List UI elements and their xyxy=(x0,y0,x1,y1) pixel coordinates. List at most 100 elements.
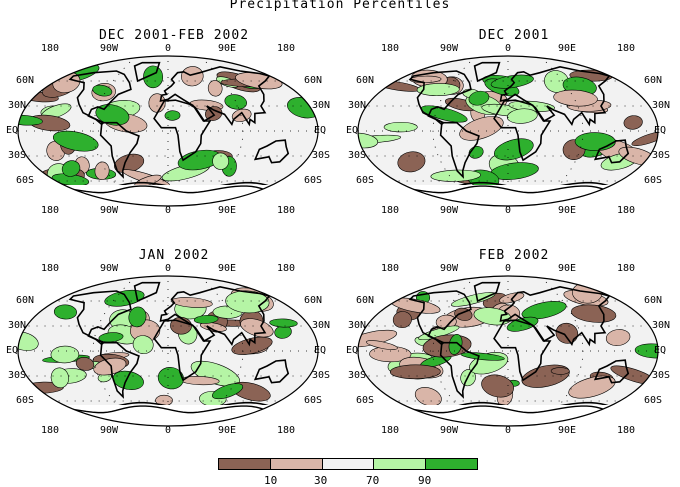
lat-label-right: 60S xyxy=(304,175,323,186)
lat-label-right: 60N xyxy=(304,295,323,306)
lon-label-bottom: 90W xyxy=(440,205,459,216)
lat-label-left: 60N xyxy=(16,295,35,306)
map-panel-djf: DEC 2001-FEB 2002 180 180 90W 90W 0 0 90E 90E 18… xyxy=(6,10,352,230)
panel-title: FEB 2002 xyxy=(478,248,550,263)
percentile-region xyxy=(571,304,617,323)
map-svg xyxy=(357,55,659,207)
percentile-region xyxy=(61,160,81,177)
lon-label-bottom: 180 xyxy=(617,425,636,436)
lon-label-bottom: 90W xyxy=(440,425,459,436)
panel-title: JAN 2002 xyxy=(138,248,210,263)
coastline xyxy=(473,61,501,83)
percentile-region xyxy=(98,332,124,343)
coastline xyxy=(439,341,480,399)
percentile-region xyxy=(623,115,643,130)
percentile-region xyxy=(550,367,570,375)
percentile-region xyxy=(132,335,154,355)
percentile-region xyxy=(459,116,504,141)
lat-label-right: 30N xyxy=(312,100,331,111)
percentile-region xyxy=(366,340,398,350)
lat-label-left: 60N xyxy=(356,295,375,306)
lat-label-right: 60N xyxy=(644,75,663,86)
lon-label-top: 180 xyxy=(41,43,60,54)
lat-label-right: 30S xyxy=(312,370,331,381)
lon-label-top: 90E xyxy=(218,263,237,274)
lon-label-bottom: 180 xyxy=(41,205,60,216)
percentile-region xyxy=(199,322,227,332)
percentile-region xyxy=(164,110,181,121)
legend-box-5 xyxy=(426,459,477,469)
coastline xyxy=(593,139,630,164)
legend-tick: 30 xyxy=(314,474,328,487)
lon-label-top: 0 xyxy=(165,263,172,274)
lat-label-left: 30N xyxy=(8,100,27,111)
lon-label-top: 180 xyxy=(381,263,400,274)
percentile-region xyxy=(75,356,95,371)
lat-label-right: 30N xyxy=(652,100,671,111)
map-panel-jan: JAN 2002 180 180 90W 90W 0 0 90E 90E 180 180 60N 60… xyxy=(6,230,352,450)
lon-label-bottom: 180 xyxy=(277,205,296,216)
lat-label-right: 30S xyxy=(652,370,671,381)
lat-label-left: 60S xyxy=(16,175,35,186)
percentile-region xyxy=(397,151,426,173)
percentile-region xyxy=(52,130,99,152)
lon-label-top: 0 xyxy=(505,263,512,274)
lon-label-bottom: 90E xyxy=(558,205,577,216)
coastline xyxy=(499,66,611,127)
lat-label-left: 30N xyxy=(348,100,367,111)
percentile-region xyxy=(605,329,631,346)
percentile-region xyxy=(392,311,412,329)
percentile-region xyxy=(568,375,616,399)
coastline xyxy=(99,341,140,399)
lat-label-right: EQ xyxy=(314,345,327,356)
lon-label-bottom: 0 xyxy=(505,425,512,436)
coastline xyxy=(133,281,161,303)
percentile-region xyxy=(430,169,481,182)
lat-label-right: EQ xyxy=(314,125,327,136)
legend-colorbar xyxy=(218,458,478,470)
coastline xyxy=(68,290,132,346)
lon-label-bottom: 180 xyxy=(381,205,400,216)
percentile-region xyxy=(468,90,490,106)
lat-label-left: 30S xyxy=(8,370,27,381)
coastline xyxy=(593,359,630,384)
percentile-region xyxy=(481,374,514,398)
percentile-region xyxy=(53,304,78,320)
map-panel-dec: DEC 2001 180 180 90W 90W 0 0 90E 90E 180 180 60N 60… xyxy=(346,10,680,230)
percentile-region xyxy=(50,345,80,364)
coastline xyxy=(473,281,501,303)
legend-box-3 xyxy=(322,459,375,469)
percentile-region xyxy=(494,138,534,161)
coastline xyxy=(499,286,611,347)
percentile-region xyxy=(143,65,164,89)
percentile-region xyxy=(269,318,298,328)
lon-label-top: 90W xyxy=(440,43,459,54)
legend-tick: 10 xyxy=(264,474,278,487)
lon-label-bottom: 180 xyxy=(41,425,60,436)
lon-label-bottom: 0 xyxy=(165,425,172,436)
percentile-region xyxy=(553,89,598,107)
percentile-region xyxy=(104,289,145,307)
lat-label-right: 60S xyxy=(644,175,663,186)
coastline xyxy=(133,61,161,83)
lat-label-right: 60S xyxy=(644,395,663,406)
lat-label-left: EQ xyxy=(346,345,359,356)
lon-label-top: 90W xyxy=(100,263,119,274)
percentile-region xyxy=(574,132,616,151)
map-svg xyxy=(357,275,659,427)
percentile-region xyxy=(18,114,43,126)
lon-label-bottom: 0 xyxy=(165,205,172,216)
lat-label-left: 30S xyxy=(348,150,367,161)
lon-label-bottom: 90E xyxy=(218,205,237,216)
legend-box-1 xyxy=(219,459,271,469)
lat-label-right: 60S xyxy=(304,395,323,406)
lon-label-top: 180 xyxy=(277,43,296,54)
lat-label-right: EQ xyxy=(654,345,667,356)
lat-label-right: 30N xyxy=(652,320,671,331)
percentile-region xyxy=(389,364,441,380)
lat-label-right: 30N xyxy=(312,320,331,331)
lat-label-right: 30S xyxy=(312,150,331,161)
lon-label-top: 0 xyxy=(505,43,512,54)
map-svg xyxy=(17,275,319,427)
percentile-region xyxy=(207,80,223,97)
